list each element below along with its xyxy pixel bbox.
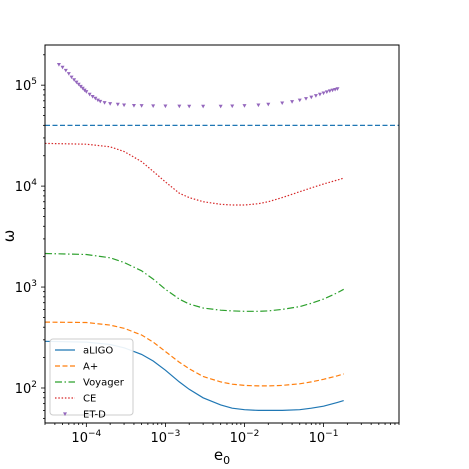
data-point [93, 96, 98, 101]
data-point [335, 87, 340, 91]
x-tick-exponent: −2 [246, 429, 259, 439]
data-point [115, 102, 120, 107]
data-point [76, 82, 81, 87]
y-tick-exponent: 5 [31, 77, 37, 87]
x-tick-exponent: −1 [325, 429, 338, 439]
x-tick-base: 10 [150, 431, 167, 446]
plot-frame [44, 44, 400, 424]
data-point [84, 90, 89, 94]
data-point [304, 97, 309, 101]
y-tick-base: 10 [15, 281, 32, 296]
y-tick-base: 10 [15, 382, 32, 397]
y-tick-base: 10 [15, 180, 32, 195]
data-point [60, 65, 65, 70]
x-tick-label: 10−2 [230, 429, 260, 446]
legend-item: Voyager [55, 378, 125, 389]
data-point [69, 75, 74, 80]
data-point [74, 80, 79, 85]
data-point [256, 103, 261, 108]
y-axis-label: ω [0, 230, 18, 243]
data-point [313, 94, 318, 98]
y-tick-exponent: 3 [31, 279, 37, 289]
data-point [242, 104, 247, 108]
y-tick-label: 104 [15, 178, 38, 195]
data-point [72, 78, 77, 82]
data-point [230, 104, 235, 109]
data-point [290, 100, 295, 104]
y-tick-label: 102 [15, 380, 37, 397]
legend-marker [63, 412, 67, 416]
data-point [201, 104, 206, 109]
legend-label: ET-D [83, 410, 106, 421]
x-axis-label: e0 [214, 446, 230, 467]
series-line-ce [44, 142, 344, 206]
x-tick-base: 10 [309, 431, 326, 446]
y-tick-exponent: 4 [31, 178, 37, 188]
data-point [218, 104, 223, 109]
x-tick-label: 10−1 [309, 429, 339, 446]
data-point [333, 87, 338, 92]
y-tick-base: 10 [15, 79, 32, 94]
data-point [131, 103, 136, 108]
series-line-voyager [44, 252, 344, 312]
legend-item: A+ [55, 362, 98, 373]
data-point [87, 92, 92, 97]
data-point [80, 86, 85, 91]
legend-label: A+ [83, 362, 98, 373]
data-point [98, 99, 103, 104]
data-point [56, 62, 61, 67]
legend-box [49, 338, 134, 416]
data-point [108, 102, 113, 106]
data-point [95, 98, 100, 103]
legend-item: ET-D [63, 410, 106, 421]
legend-item: CE [55, 394, 96, 405]
series-et-d [56, 62, 340, 109]
y-tick-label: 103 [15, 279, 37, 296]
legend-label: aLIGO [83, 346, 113, 357]
x-axis-label-subscript: 0 [223, 454, 230, 467]
data-point [330, 88, 335, 93]
y-tick-exponent: 2 [31, 380, 37, 390]
data-point [309, 95, 314, 100]
data-point [280, 101, 285, 106]
legend: aLIGO A+ Voyager CE ET-D [49, 338, 134, 421]
data-point [266, 102, 271, 107]
x-tick-label: 10−4 [71, 429, 101, 446]
x-axis: 10−4 10−3 10−2 10−1 [44, 423, 400, 446]
data-point [187, 104, 192, 109]
data-point [324, 90, 329, 95]
x-tick-label: 10−3 [150, 429, 180, 446]
data-point [327, 89, 332, 94]
data-point [177, 104, 182, 109]
data-point [317, 92, 322, 97]
data-point [297, 98, 302, 103]
legend-label: CE [83, 394, 96, 405]
y-tick-label: 105 [15, 77, 37, 94]
data-point [90, 95, 95, 99]
data-point [139, 104, 144, 108]
data-point [78, 84, 83, 89]
legend-label: Voyager [83, 378, 125, 389]
x-tick-exponent: −4 [88, 429, 102, 439]
legend-item: aLIGO [55, 346, 113, 357]
series-line-a- [44, 321, 344, 387]
data-point [151, 104, 156, 108]
data-point [122, 103, 127, 108]
x-tick-base: 10 [230, 431, 247, 446]
data-point [321, 91, 326, 96]
data-point [163, 104, 168, 109]
x-tick-base: 10 [71, 431, 88, 446]
data-point [102, 101, 107, 105]
data-point [66, 72, 71, 76]
x-tick-exponent: −3 [167, 429, 180, 439]
data-point [63, 68, 68, 73]
